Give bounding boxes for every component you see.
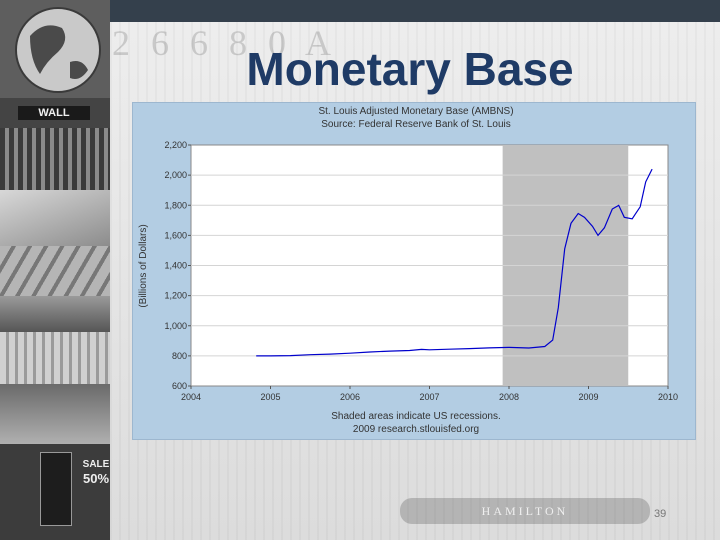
wall-street-photo: WALL: [0, 98, 110, 128]
y-tick-label: 600: [172, 381, 187, 391]
x-tick-label: 2010: [658, 392, 678, 402]
x-tick-label: 2008: [499, 392, 519, 402]
slide-title: Monetary Base: [246, 43, 574, 95]
y-axis-label: (Billions of Dollars): [138, 224, 149, 307]
currency-serial: 2 6 6 8 0 A: [112, 23, 338, 63]
y-tick-label: 1,400: [164, 261, 187, 271]
money-photo: [0, 190, 110, 246]
y-tick-label: 800: [172, 351, 187, 361]
chart-subtitle: Source: Federal Reserve Bank of St. Loui…: [321, 119, 511, 130]
x-tick-label: 2006: [340, 392, 360, 402]
currency-nameplate: HAMILTON: [400, 498, 650, 524]
city-street-photo: [0, 384, 110, 444]
sale-sign-text: SALE: [82, 459, 110, 470]
series-line-ambns: [256, 168, 653, 357]
x-axis: 2004 2005 2006 2007 2008 2009 2010: [181, 386, 678, 402]
y-axis: 600 800 1,000 1,200 1,400 1,600 1,800 2,000 2,20…: [164, 140, 191, 391]
slide-number: 39: [654, 508, 667, 520]
y-tick-label: 2,000: [164, 170, 187, 180]
globe-photo: [0, 0, 110, 98]
globe-icon: [15, 7, 101, 93]
chart-panel: St. Louis Adjusted Monetary Base (AMBNS)…: [132, 102, 696, 440]
series-layer: [256, 168, 653, 357]
x-tick-label: 2009: [578, 392, 598, 402]
y-gridlines: [191, 174, 668, 357]
x-tick-label: 2004: [181, 392, 201, 402]
chart-footnote-source: 2009 research.stlouisfed.org: [353, 424, 479, 435]
monetary-base-chart: St. Louis Adjusted Monetary Base (AMBNS)…: [138, 106, 678, 435]
y-tick-label: 1,800: [164, 200, 187, 210]
x-tick-label: 2005: [260, 392, 280, 402]
sale-sign: SALE 50%: [40, 452, 109, 526]
federal-building-photo: [0, 332, 110, 384]
chart-title: St. Louis Adjusted Monetary Base (AMBNS): [318, 106, 513, 117]
x-tick-label: 2007: [419, 392, 439, 402]
top-banner: [110, 0, 720, 22]
y-tick-label: 1,200: [164, 291, 187, 301]
sale-sign-percent: 50%: [82, 471, 110, 486]
wall-street-sign-text: WALL: [38, 107, 70, 119]
containers-photo: [0, 128, 110, 190]
y-tick-label: 1,600: [164, 230, 187, 240]
photo-collage: WALL SALE 50%: [0, 0, 110, 540]
wall-street-sign: WALL: [18, 106, 90, 120]
workers-photo: [0, 296, 110, 332]
chart-footnote-recessions: Shaded areas indicate US recessions.: [331, 411, 501, 422]
y-tick-label: 1,000: [164, 321, 187, 331]
storefront-photo: SALE 50%: [0, 444, 110, 540]
bills-photo: [0, 246, 110, 296]
currency-nameplate-text: HAMILTON: [481, 504, 569, 518]
y-tick-label: 2,200: [164, 140, 187, 150]
